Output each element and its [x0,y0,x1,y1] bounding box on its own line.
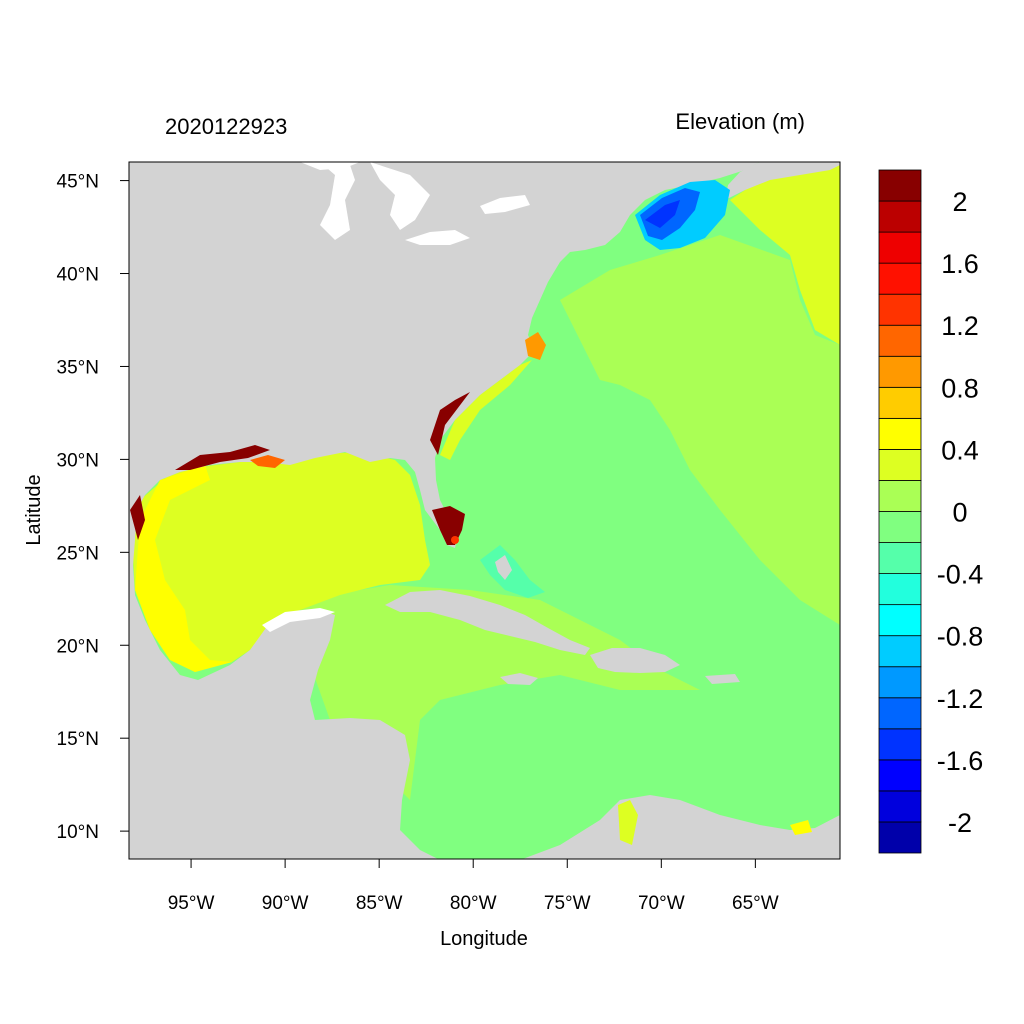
lake-maracaibo [618,800,638,845]
bahamas-island [495,555,512,580]
florida-surge-high [432,506,465,545]
great-lakes [300,162,530,245]
louisiana-surge [250,455,285,468]
lon-tick-label: 65°W [732,893,779,914]
gulf-west-shelf [135,465,232,672]
colorbar-swatch [878,604,922,637]
colorbar-label: -1.2 [937,684,984,714]
map-panel: 45°N 40°N 35°N 30°N 25°N 20°N 15°N 10°N 95°W 90°… [57,161,841,914]
lat-tick-label: 25°N [57,543,99,564]
lon-tick-label: 80°W [450,893,497,914]
lat-tick-label: 35°N [57,357,99,378]
land-maritimes [725,162,840,200]
lon-tick-label: 95°W [168,893,215,914]
lat-tick-label: 10°N [57,822,99,843]
lon-tick-label: 70°W [638,893,685,914]
lat-tick-label: 45°N [57,172,99,193]
colorbar-swatch [878,200,922,233]
colorbar-swatch [878,821,922,854]
land-puerto-rico [705,674,740,684]
se-coast-band [440,360,532,460]
colorbar-swatch [878,697,922,730]
yucatan-shore [262,608,335,632]
colorbar-swatch [878,759,922,792]
lat-tick-label: 20°N [57,636,99,657]
lon-tick-label: 75°W [544,893,591,914]
colorbar-label: -2 [948,808,972,838]
colorbar-swatch [878,511,922,543]
georgia-coast-surge [430,392,470,455]
colorbar-label: 2 [952,187,967,217]
land-cuba [385,590,590,655]
texas-coast-surge [130,495,145,540]
land-hispaniola [590,648,680,673]
colorbar-label: -0.8 [937,622,984,652]
latitude-ticks: 45°N 40°N 35°N 30°N 25°N 20°N 15°N 10°N [57,172,129,843]
colorbar-label: -1.6 [937,746,984,776]
colorbar-swatch [878,231,922,264]
colorbar-swatch [878,480,922,512]
map-frame [128,161,841,860]
gulf-of-mexico [132,452,430,672]
timestamp-title: 2020122923 [165,114,287,139]
central-atlantic-band [560,235,840,625]
colorbar-label: 1.6 [941,249,979,279]
florida-surge-peak [451,536,459,544]
y-axis-label: Latitude [23,474,45,545]
colorbar-swatch [878,324,922,357]
colorbar-swatch [878,293,922,326]
carolina-surge [525,332,546,360]
colorbar-label: -0.4 [937,560,984,590]
colorbar-swatch [878,355,922,388]
colorbar-swatch [878,262,922,295]
lat-tick-label: 40°N [57,265,99,286]
trinidad-coast [790,820,812,835]
gulf-coast-surge-spots [175,445,270,470]
lat-tick-label: 30°N [57,450,99,471]
colorbar: 2 1.6 1.2 0.8 0.4 0 -0.4 -0.8 -1.2 -1.6 -2 [878,169,984,854]
colorbar-label: 0 [952,498,967,528]
lon-tick-label: 85°W [356,893,403,914]
bahamas-negative-zone [480,545,545,598]
lon-tick-label: 90°W [262,893,309,914]
colorbar-swatch [878,449,922,481]
colorbar-swatch [878,542,922,574]
x-axis-label: Longitude [440,928,528,950]
lat-tick-label: 15°N [57,729,99,750]
land-jamaica [500,673,538,685]
colorbar-label: 0.8 [941,373,979,403]
colorbar-swatch [878,790,922,823]
gulf-of-maine-lowest [645,200,680,228]
colorbar-label: 0.4 [941,435,979,465]
colorbar-swatch [878,386,922,419]
ne-atlantic-positive-zone [730,162,840,345]
colorbar-label: 1.2 [941,311,979,341]
colorbar-swatch [878,169,922,202]
colorbar-swatch [878,635,922,668]
longitude-ticks: 95°W 90°W 85°W 80°W 75°W 70°W 65°W [168,859,779,914]
colorbar-swatch [878,666,922,699]
land-south-america [522,795,840,859]
colorbar-swatch [878,417,922,450]
variable-title: Elevation (m) [675,109,805,134]
colorbar-swatch [878,573,922,606]
colorbar-swatch [878,728,922,761]
